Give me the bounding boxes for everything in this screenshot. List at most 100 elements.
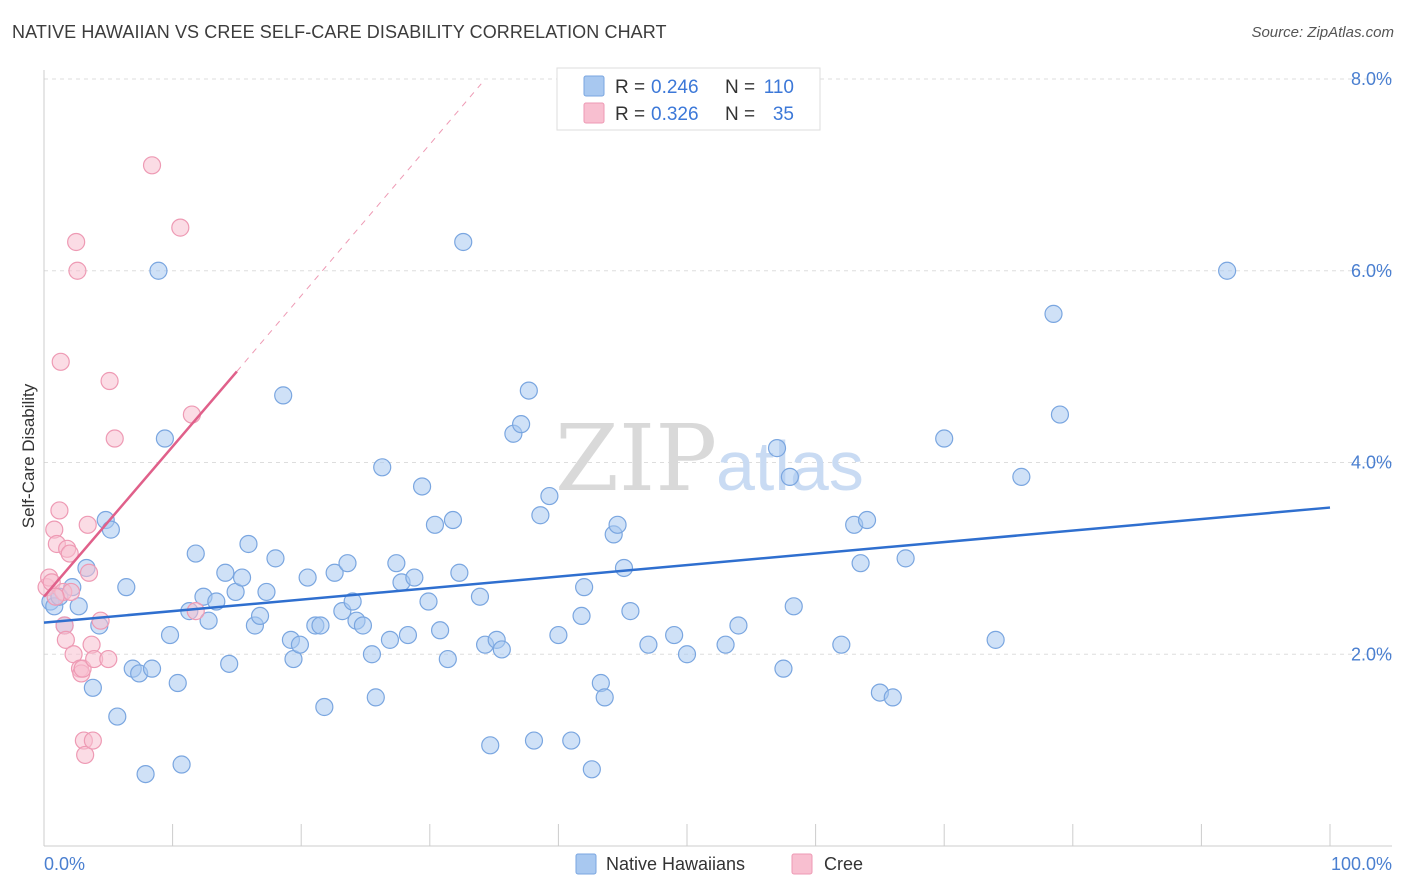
- cree-point: [61, 582, 81, 602]
- native-hawaiian-point: [387, 554, 406, 573]
- y-tick-label: 8.0%: [1351, 69, 1392, 89]
- native-hawaiian-point: [608, 515, 627, 534]
- legend-pink-n-label: N =: [725, 104, 755, 125]
- native-hawaiian-point: [216, 563, 235, 582]
- cree-point: [78, 515, 97, 534]
- native-hawaiian-point: [362, 645, 382, 664]
- cree-point: [50, 501, 69, 520]
- native-hawaiian-point: [540, 486, 559, 506]
- native-hawaiian-point: [338, 554, 357, 573]
- native-hawaiian-point: [117, 578, 136, 597]
- native-hawaiian-point: [412, 477, 432, 496]
- native-hawaiian-point: [136, 764, 155, 784]
- native-hawaiian-point: [69, 597, 88, 616]
- cree-point: [186, 602, 205, 621]
- legend-blue-r-label: R =: [615, 77, 645, 98]
- native-hawaiian-point: [343, 592, 362, 611]
- native-hawaiian-point: [639, 635, 658, 654]
- native-hawaiian-point: [562, 731, 581, 750]
- native-hawaiian-point: [266, 549, 285, 568]
- native-hawaiian-point: [398, 625, 418, 645]
- native-hawaiian-point: [621, 602, 640, 621]
- cree-point: [51, 352, 70, 371]
- native-hawaiian-point: [883, 688, 902, 707]
- native-hawaiian-point: [767, 439, 787, 458]
- cree-point: [105, 429, 124, 448]
- native-hawaiian-point: [512, 415, 531, 434]
- native-hawaiian-point: [380, 630, 400, 649]
- native-hawaiian-point: [425, 515, 445, 534]
- native-hawaiian-point: [986, 630, 1005, 649]
- native-hawaiian-point: [298, 568, 317, 587]
- legend-bottom-blue-swatch: [575, 853, 597, 875]
- native-hawaiian-point: [531, 506, 550, 525]
- native-hawaiian-point: [405, 568, 424, 587]
- legend-bottom-cree: Cree: [824, 854, 863, 874]
- watermark-atlas: atlas: [716, 427, 864, 505]
- legend-pink-r-value: 0.326: [651, 104, 699, 125]
- native-hawaiian-point: [481, 736, 500, 755]
- watermark-zip: ZIP: [555, 405, 717, 512]
- cree-point: [91, 611, 110, 630]
- native-hawaiian-point: [325, 563, 344, 582]
- legend-blue-n-value: 110: [764, 77, 794, 98]
- native-hawaiian-point: [774, 659, 793, 678]
- native-hawaiian-point: [172, 755, 191, 774]
- legend-pink-swatch: [583, 102, 605, 124]
- native-hawaiian-point: [454, 232, 473, 252]
- y-tick-label: 2.0%: [1351, 644, 1392, 664]
- native-hawaiian-point: [1050, 405, 1070, 424]
- chart-title: NATIVE HAWAIIAN VS CREE SELF-CARE DISABI…: [12, 22, 667, 42]
- legend-bottom: Native Hawaiians Cree: [575, 853, 863, 875]
- native-hawaiian-point: [250, 606, 270, 626]
- y-tick-label: 4.0%: [1351, 453, 1392, 473]
- native-hawaiian-point: [492, 640, 511, 659]
- native-hawaiian-point: [366, 688, 385, 707]
- native-hawaiian-point: [935, 429, 954, 448]
- native-hawaiian-point: [857, 510, 877, 530]
- native-hawaiian-point: [257, 582, 276, 602]
- native-hawaiian-point: [524, 731, 544, 750]
- native-hawaiian-point: [665, 625, 684, 645]
- grid-lines: [44, 78, 1392, 655]
- cree-point: [46, 587, 65, 606]
- cree-point: [100, 371, 119, 391]
- cree-point: [60, 544, 79, 563]
- cree-point: [76, 745, 95, 765]
- x-tick-label-max: 100.0%: [1331, 854, 1392, 874]
- legend-blue-r-value: 0.246: [651, 77, 699, 98]
- native-hawaiian-point: [353, 616, 373, 635]
- native-hawaiian-point: [160, 625, 180, 645]
- x-tick-label-min: 0.0%: [44, 854, 85, 874]
- legend-bottom-native-hawaiians: Native Hawaiians: [606, 854, 745, 874]
- cree-point: [99, 649, 118, 669]
- native-hawaiian-point: [311, 616, 330, 635]
- native-hawaiian-point: [290, 635, 310, 654]
- native-hawaiian-point: [582, 760, 601, 779]
- native-hawaiian-point: [519, 381, 538, 400]
- cree-points: [37, 156, 205, 765]
- cree-point: [68, 261, 87, 280]
- trend-lines: [43, 83, 1331, 624]
- native-hawaiian-point: [373, 458, 392, 477]
- cree-point: [83, 731, 102, 750]
- native-hawaiian-point: [1218, 261, 1237, 280]
- legend-blue-n-label: N =: [725, 77, 755, 98]
- native-hawaiian-point: [315, 697, 334, 717]
- native-hawaiian-point: [199, 611, 218, 630]
- x-tick-marks: [43, 824, 1331, 846]
- native-hawaiian-point: [430, 621, 450, 640]
- native-hawaiian-point: [83, 678, 102, 697]
- native-hawaiian-point: [220, 654, 239, 673]
- legend-pink-n-value: 35: [773, 104, 794, 125]
- native-hawaiian-point: [232, 568, 252, 587]
- cree-point: [171, 218, 190, 237]
- native-hawaiian-point: [155, 429, 174, 448]
- cree-point: [142, 156, 162, 175]
- legend-bottom-pink-swatch: [791, 853, 813, 875]
- native-hawaiian-point: [1044, 304, 1063, 323]
- native-hawaiian-point: [470, 587, 490, 606]
- native-hawaiian-point: [780, 467, 799, 486]
- native-hawaiian-point: [595, 688, 614, 707]
